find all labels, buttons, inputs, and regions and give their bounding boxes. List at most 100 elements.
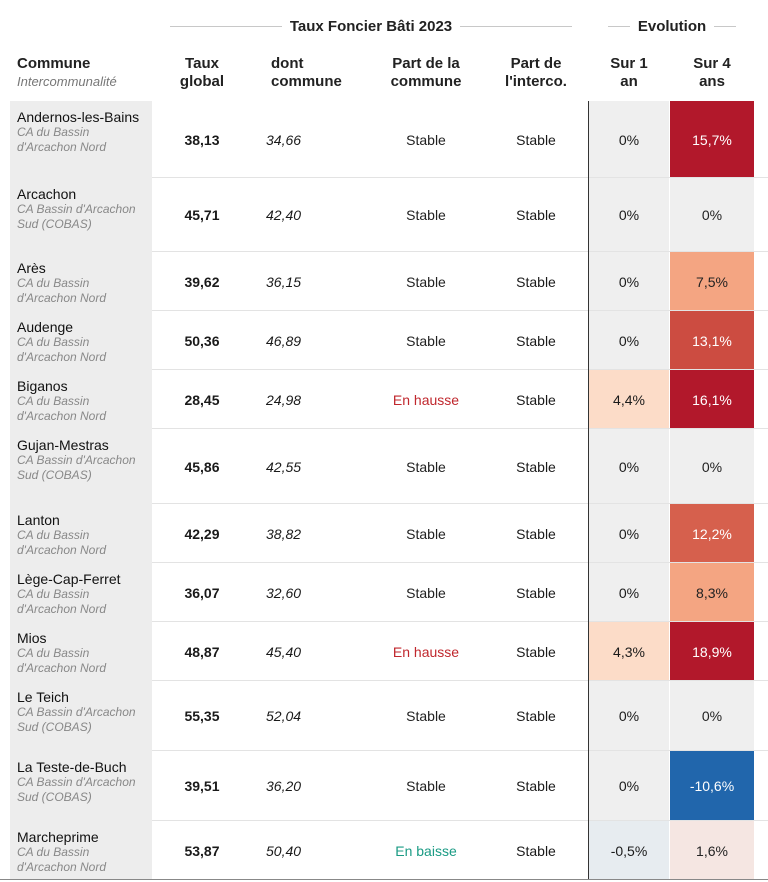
evolution-1-an-cell: 0%: [589, 429, 669, 504]
evolution-4-ans-cell: 15,7%: [670, 101, 754, 178]
row-separator: [152, 177, 768, 178]
evolution-1-an-cell: 0%: [589, 751, 669, 821]
part-interco-cell: Stable: [516, 525, 556, 542]
intercommunalite-name: CA du Bassin d'Arcachon Nord: [17, 845, 107, 874]
header-part-commune: Part de la commune: [366, 55, 486, 91]
evolution-group: Evolution: [608, 18, 737, 35]
intercommunalite-name: CA du Bassin d'Arcachon Nord: [17, 394, 107, 423]
commune-cell: Arès CA du Bassin d'Arcachon Nord: [10, 252, 152, 311]
dont-commune-cell: 38,82: [266, 525, 302, 542]
row-separator: [152, 621, 768, 622]
evolution-4-ans-cell: 16,1%: [670, 370, 754, 429]
header-text: commune: [390, 73, 462, 90]
intercommunalite-name: CA du Bassin d'Arcachon Nord: [17, 276, 107, 305]
evolution-1-an-cell: 0%: [589, 563, 669, 622]
dont-commune-cell: 24,98: [266, 391, 302, 408]
table-row: Lanton CA du Bassin d'Arcachon Nord 42,29 3…: [0, 504, 768, 563]
commune-cell: Lanton CA du Bassin d'Arcachon Nord: [10, 504, 152, 563]
taux-global-cell: 38,13: [184, 131, 220, 148]
evolution-4-ans-cell: 0%: [670, 178, 754, 252]
commune-cell: Biganos CA du Bassin d'Arcachon Nord: [10, 370, 152, 429]
commune-name: Le Teich: [17, 689, 69, 705]
commune-cell: La Teste-de-Buch CA Bassin d'Arcachon Sud…: [10, 751, 152, 821]
evolution-1-an-cell: 0%: [589, 681, 669, 751]
row-separator: [152, 251, 768, 252]
intercommunalite-name: CA Bassin d'Arcachon Sud (COBAS): [17, 775, 136, 804]
header-commune-label: Commune: [17, 55, 91, 72]
part-commune-cell: Stable: [406, 584, 446, 601]
commune-name: Gujan-Mestras: [17, 437, 109, 453]
part-interco-cell: Stable: [516, 708, 556, 724]
group-rule-left: [170, 26, 282, 27]
evolution-4-ans-cell: -10,6%: [670, 751, 754, 821]
table-row: Arès CA du Bassin d'Arcachon Nord 39,62 36,…: [0, 252, 768, 311]
header-text: dont: [271, 55, 304, 72]
header-taux-global: Taux global: [152, 55, 252, 91]
evolution-4-ans-cell: 12,2%: [670, 504, 754, 563]
dont-commune-cell: 46,89: [266, 332, 302, 349]
part-commune-cell: Stable: [406, 131, 446, 148]
table-row: Le Teich CA Bassin d'Arcachon Sud (COBAS)…: [0, 681, 768, 751]
group-rule-left: [608, 26, 630, 27]
taux-global-cell: 45,71: [184, 207, 220, 223]
evolution-4-ans-cell: 0%: [670, 681, 754, 751]
commune-name: Marcheprime: [17, 829, 99, 845]
header-commune: Commune Intercommunalité: [17, 55, 117, 91]
row-separator: [152, 428, 768, 429]
taux-group-title: Taux Foncier Bâti 2023: [289, 18, 453, 35]
part-interco-cell: Stable: [516, 778, 556, 794]
dont-commune-cell: 34,66: [266, 131, 302, 148]
evolution-1-an-cell: 0%: [589, 504, 669, 563]
taux-global-cell: 45,86: [184, 458, 220, 475]
taux-group: Taux Foncier Bâti 2023: [170, 18, 573, 35]
evolution-1-an-cell: 0%: [589, 311, 669, 370]
evolution-4-ans-cell: 0%: [670, 429, 754, 504]
intercommunalite-name: CA Bassin d'Arcachon Sud (COBAS): [17, 202, 136, 231]
part-commune-cell: En baisse: [395, 842, 457, 859]
evolution-4-ans-cell: 1,6%: [670, 821, 754, 880]
dont-commune-cell: 42,55: [266, 458, 302, 475]
part-interco-cell: Stable: [516, 643, 556, 660]
commune-cell: Marcheprime CA du Bassin d'Arcachon Nord: [10, 821, 152, 880]
column-group-header: Taux Foncier Bâti 2023 Evolution: [0, 0, 768, 52]
dont-commune-cell: 50,40: [266, 842, 302, 859]
taux-global-cell: 53,87: [184, 842, 220, 859]
row-separator: [152, 750, 768, 751]
intercommunalite-name: CA du Bassin d'Arcachon Nord: [17, 528, 107, 557]
row-separator: [152, 310, 768, 311]
header-interco-label: Intercommunalité: [17, 74, 117, 89]
header-text: l'interco.: [505, 73, 567, 90]
commune-name: Andernos-les-Bains: [17, 109, 140, 125]
part-commune-cell: Stable: [406, 207, 446, 223]
part-commune-cell: Stable: [406, 458, 446, 475]
part-interco-cell: Stable: [516, 207, 556, 223]
evolution-group-title: Evolution: [637, 18, 707, 35]
header-sur-1-an: Sur 1 an: [589, 55, 669, 91]
evolution-divider: [588, 101, 589, 879]
evolution-1-an-cell: 0%: [589, 101, 669, 178]
group-rule-right: [714, 26, 737, 27]
commune-name: La Teste-de-Buch: [17, 759, 127, 775]
table-row: Audenge CA du Bassin d'Arcachon Nord 50,36…: [0, 311, 768, 370]
commune-name: Mios: [17, 630, 47, 646]
header-text: Sur 4: [693, 55, 731, 72]
evolution-4-ans-cell: 8,3%: [670, 563, 754, 622]
evolution-4-ans-cell: 13,1%: [670, 311, 754, 370]
table-header: Commune Intercommunalité Taux global don…: [0, 55, 768, 97]
evolution-4-ans-cell: 18,9%: [670, 622, 754, 681]
taux-global-cell: 48,87: [184, 643, 220, 660]
row-separator: [152, 820, 768, 821]
header-text: Taux: [185, 55, 219, 72]
part-interco-cell: Stable: [516, 273, 556, 290]
part-commune-cell: Stable: [406, 273, 446, 290]
part-interco-cell: Stable: [516, 584, 556, 601]
table-row: Lège-Cap-Ferret CA du Bassin d'Arcachon N…: [0, 563, 768, 622]
evolution-1-an-cell: 0%: [589, 252, 669, 311]
part-commune-cell: Stable: [406, 525, 446, 542]
part-interco-cell: Stable: [516, 332, 556, 349]
part-commune-cell: Stable: [406, 332, 446, 349]
header-text: an: [620, 73, 638, 90]
table-row: Biganos CA du Bassin d'Arcachon Nord 28,45…: [0, 370, 768, 429]
part-interco-cell: Stable: [516, 842, 556, 859]
commune-cell: Lège-Cap-Ferret CA du Bassin d'Arcachon N…: [10, 563, 152, 622]
